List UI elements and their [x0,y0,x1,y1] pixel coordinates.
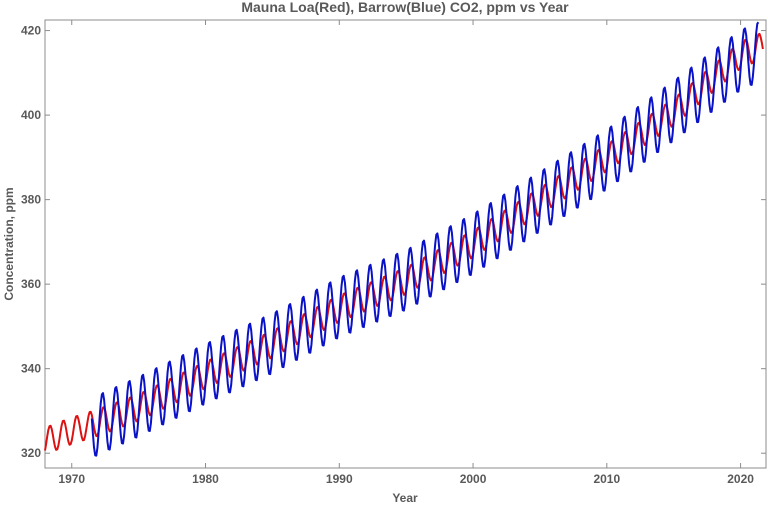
y-tick-label: 420 [21,24,41,38]
y-axis-label: Concentration, ppm [2,187,16,300]
y-tick-label: 400 [21,108,41,122]
x-tick-label: 1970 [58,472,85,486]
series-layer [44,21,764,457]
x-tick-label: 2020 [727,472,754,486]
plot-frame [44,19,767,469]
x-tick-label: 2010 [593,472,620,486]
axis-ticks: 1970 1980 1990 2000 2010 2020 320 340 360 380 400 4… [21,20,766,486]
x-axis-label: Year [392,491,418,505]
x-tick-label: 2000 [460,472,487,486]
x-tick-label: 1990 [326,472,353,486]
y-tick-label: 340 [21,362,41,376]
y-tick-label: 380 [21,193,41,207]
y-tick-label: 360 [21,277,41,291]
series-line-1 [90,21,760,457]
x-tick-label: 1980 [192,472,219,486]
chart-title: Mauna Loa(Red), Barrow(Blue) CO2, ppm vs… [241,0,569,15]
y-tick-label: 320 [21,446,41,460]
